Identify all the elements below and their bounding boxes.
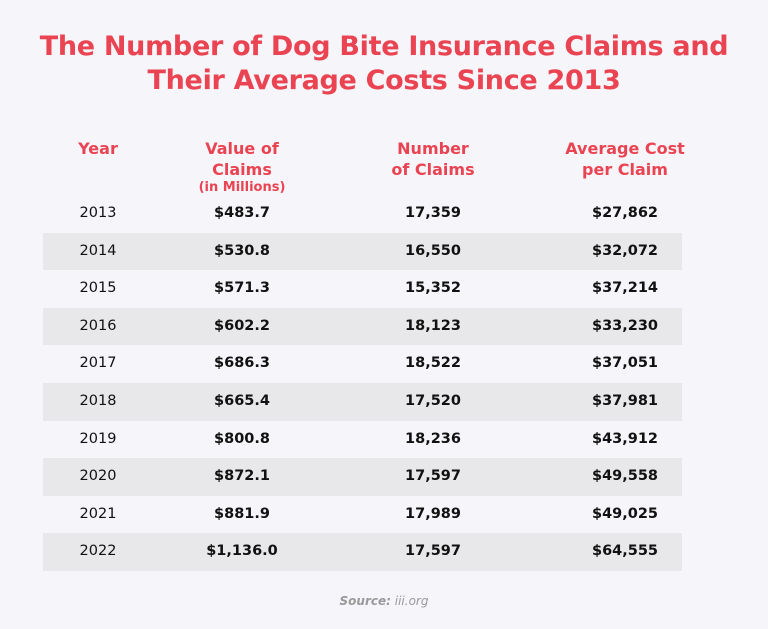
table-row: 2018 $665.4 17,520 $37,981 bbox=[43, 382, 682, 421]
cell-average-cost: $32,072 bbox=[591, 242, 659, 259]
cell-year: 2015 bbox=[79, 280, 117, 297]
cell-number: 18,522 bbox=[405, 355, 461, 372]
header-year: Year bbox=[78, 138, 118, 159]
page-title: The Number of Dog Bite Insurance Claims … bbox=[0, 30, 768, 98]
cell-value: $571.3 bbox=[214, 280, 270, 297]
table-row: 2020 $872.1 17,597 $49,558 bbox=[43, 458, 682, 496]
cell-value: $881.9 bbox=[214, 505, 270, 522]
source-label: Source: bbox=[339, 594, 391, 608]
cell-value: $602.2 bbox=[214, 317, 270, 334]
cell-value: $872.1 bbox=[214, 468, 270, 485]
cell-number: 17,520 bbox=[405, 392, 461, 409]
cell-value: $665.4 bbox=[214, 392, 270, 409]
table-row: 2013 $483.7 17,359 $27,862 bbox=[43, 195, 682, 233]
cell-average-cost: $27,862 bbox=[591, 205, 659, 221]
claims-table: 2013 $483.7 17,359 $27,862 2014 $530.8 16,550 $… bbox=[43, 195, 682, 571]
source-note: Source: iii.org bbox=[0, 594, 768, 608]
header-line: Value of bbox=[205, 139, 279, 158]
title-line: The Number of Dog Bite Insurance Claims … bbox=[39, 31, 729, 62]
cell-year: 2014 bbox=[79, 242, 117, 259]
table-row: 2014 $530.8 16,550 $32,072 bbox=[43, 232, 682, 271]
cell-year: 2018 bbox=[79, 392, 117, 409]
cell-average-cost: $37,214 bbox=[591, 280, 659, 297]
cell-year: 2016 bbox=[79, 317, 117, 334]
header-average-cost: Average Cost per Claim bbox=[565, 138, 685, 180]
cell-value: $1,136.0 bbox=[206, 543, 278, 560]
cell-year: 2019 bbox=[79, 430, 117, 447]
cell-number: 18,123 bbox=[405, 317, 461, 334]
cell-number: 17,359 bbox=[405, 205, 461, 221]
cell-value: $530.8 bbox=[214, 242, 270, 259]
header-line: Year bbox=[78, 139, 118, 158]
cell-year: 2021 bbox=[79, 505, 117, 522]
header-line: Number bbox=[397, 139, 469, 158]
cell-value: $686.3 bbox=[214, 355, 270, 372]
header-line: Average Cost bbox=[565, 139, 685, 158]
cell-number: 15,352 bbox=[405, 280, 461, 297]
header-line: of Claims bbox=[391, 160, 475, 179]
cell-value: $483.7 bbox=[214, 205, 270, 221]
cell-year: 2022 bbox=[79, 543, 117, 560]
header-line: per Claim bbox=[582, 160, 668, 179]
cell-average-cost: $43,912 bbox=[591, 430, 659, 447]
cell-number: 18,236 bbox=[405, 430, 461, 447]
header-sub: (in Millions) bbox=[198, 180, 286, 195]
cell-average-cost: $37,051 bbox=[591, 355, 659, 372]
cell-average-cost: $33,230 bbox=[591, 317, 659, 334]
table-row: 2021 $881.9 17,989 $49,025 bbox=[43, 496, 682, 534]
header-number-of-claims: Number of Claims bbox=[391, 138, 474, 180]
table-row: 2022 $1,136.0 17,597 $64,555 bbox=[43, 533, 682, 571]
cell-average-cost: $64,555 bbox=[591, 543, 659, 560]
source-value: iii.org bbox=[394, 594, 429, 608]
header-line: Claims bbox=[212, 160, 272, 179]
cell-number: 17,989 bbox=[405, 505, 461, 522]
cell-average-cost: $49,025 bbox=[591, 505, 659, 522]
table-row: 2016 $602.2 18,123 $33,230 bbox=[43, 307, 682, 346]
cell-number: 16,550 bbox=[405, 242, 461, 259]
cell-value: $800.8 bbox=[214, 430, 270, 447]
cell-average-cost: $49,558 bbox=[591, 468, 659, 485]
cell-average-cost: $37,981 bbox=[591, 392, 659, 409]
table-row: 2019 $800.8 18,236 $43,912 bbox=[43, 421, 682, 459]
cell-number: 17,597 bbox=[405, 543, 461, 560]
cell-year: 2013 bbox=[79, 205, 117, 221]
title-line: Their Average Costs Since 2013 bbox=[147, 65, 621, 96]
table-row: 2017 $686.3 18,522 $37,051 bbox=[43, 345, 682, 383]
header-value-of-claims: Value of Claims (in Millions) bbox=[199, 138, 286, 196]
cell-number: 17,597 bbox=[405, 468, 461, 485]
table-row: 2015 $571.3 15,352 $37,214 bbox=[43, 270, 682, 308]
cell-year: 2017 bbox=[79, 355, 117, 372]
cell-year: 2020 bbox=[79, 468, 117, 485]
